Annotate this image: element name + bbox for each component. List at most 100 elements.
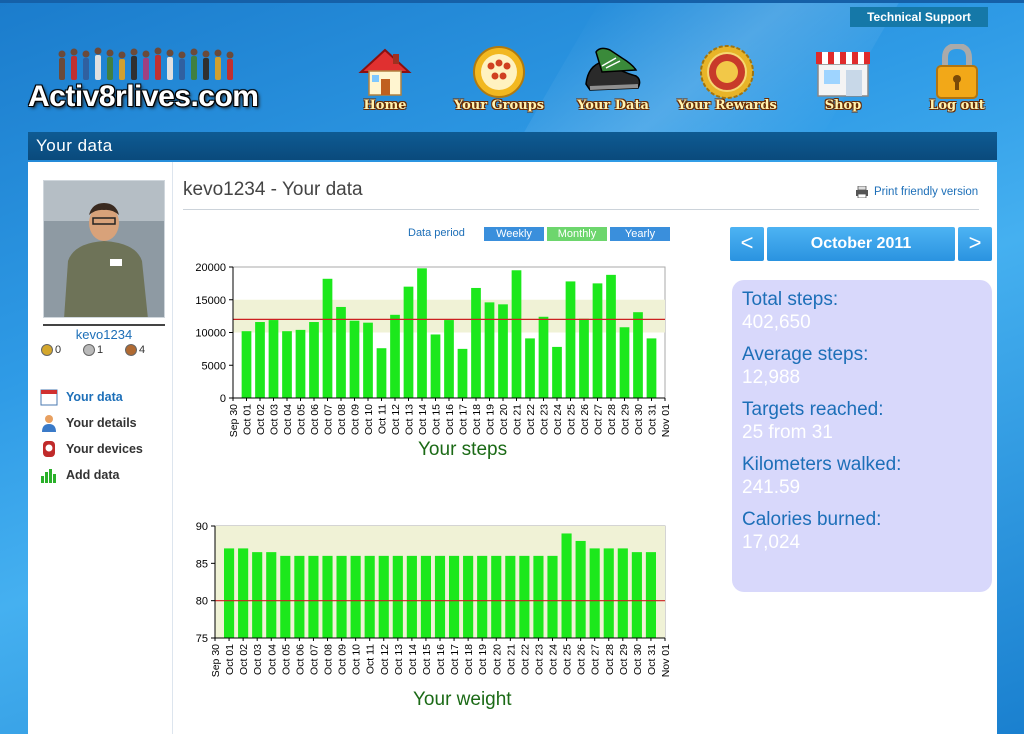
weight-x-tick-label: Oct 30 (632, 644, 644, 675)
steps-x-tick-label: Oct 13 (404, 404, 416, 435)
technical-support-button[interactable]: Technical Support (850, 7, 988, 27)
steps-bar (457, 348, 468, 398)
silver-medal-icon (83, 344, 95, 356)
stat-calories-burned: Calories burned: 17,024 (742, 509, 882, 553)
period-yearly-button[interactable]: Yearly (610, 227, 670, 241)
steps-bar (565, 281, 576, 398)
weight-x-tick-label: Oct 14 (407, 644, 419, 675)
steps-bar (619, 327, 630, 398)
steps-bar (444, 320, 454, 398)
weight-bar (378, 555, 389, 638)
steps-bar (309, 322, 319, 398)
nav-your-groups[interactable]: Your Groups (444, 44, 554, 116)
silver-medal-count: 1 (83, 344, 103, 356)
print-friendly-link[interactable]: Print friendly version (855, 186, 978, 198)
nav-log-out[interactable]: Log out (902, 44, 1012, 116)
weight-bar (294, 555, 305, 638)
steps-x-tick-label: Oct 25 (566, 404, 578, 435)
weight-chart-title: Your weight (413, 689, 512, 710)
steps-bar (633, 312, 643, 398)
weight-bar (406, 555, 417, 638)
weight-bar (603, 548, 614, 638)
steps-bar (268, 320, 279, 398)
weight-y-tick-label: 90 (196, 521, 208, 533)
steps-bar (349, 320, 360, 398)
weight-bar (547, 555, 558, 638)
people-crowd-icon (58, 47, 234, 80)
steps-x-tick-label: Oct 03 (269, 404, 281, 435)
weight-x-tick-label: Oct 27 (590, 644, 602, 675)
sidebar-item-your-devices[interactable]: Your devices (40, 436, 143, 462)
weight-x-tick-label: Oct 04 (266, 644, 278, 675)
next-month-button[interactable]: > (958, 227, 992, 261)
nav-shop[interactable]: Shop (788, 44, 898, 116)
prev-month-button[interactable]: < (730, 227, 764, 261)
period-weekly-button[interactable]: Weekly (484, 227, 544, 241)
steps-bar (511, 270, 522, 398)
month-navigator: < October 2011 > (730, 227, 993, 261)
gold-medal-icon (41, 344, 53, 356)
nav-your-rewards-label: Your Rewards (677, 98, 777, 113)
stats-summary: Total steps: 402,650 Average steps: 12,988… (732, 280, 992, 592)
site-logo[interactable]: Activ8rlives.com (28, 44, 318, 114)
steps-x-tick-label: Oct 20 (498, 404, 510, 435)
weight-x-tick-label: Oct 10 (351, 644, 363, 675)
weight-bar (420, 555, 431, 638)
sidebar-item-add-data[interactable]: Add data (40, 462, 143, 488)
main-content: kevo1234 - Your data Print friendly vers… (183, 162, 992, 734)
steps-x-tick-label: Oct 12 (390, 404, 402, 435)
steps-x-tick-label: Oct 15 (431, 404, 443, 435)
steps-bar (255, 322, 265, 398)
steps-x-tick-label: Oct 27 (593, 404, 605, 435)
nav-your-rewards[interactable]: Your Rewards (672, 44, 782, 116)
shop-icon (816, 52, 870, 97)
avatar (43, 180, 165, 318)
weight-x-tick-label: Oct 31 (646, 644, 658, 675)
steps-y-tick-label: 10000 (195, 328, 226, 340)
nav-your-data[interactable]: Your Data (558, 44, 668, 116)
sidebar-item-your-data[interactable]: Your data (40, 384, 143, 410)
weight-x-tick-label: Oct 19 (477, 644, 489, 675)
period-monthly-button[interactable]: Monthly (547, 227, 607, 241)
logo-text: Activ8rlives.com (28, 80, 259, 113)
steps-bar (484, 302, 495, 398)
top-border (0, 0, 1024, 3)
stat-average-steps: Average steps: 12,988 (742, 344, 869, 388)
username-link[interactable]: kevo1234 (43, 324, 165, 342)
steps-x-tick-label: Sep 30 (228, 404, 240, 437)
steps-bar (579, 318, 589, 398)
weight-bar (322, 555, 333, 638)
steps-x-tick-label: Oct 07 (323, 404, 335, 435)
steps-bar (525, 338, 535, 398)
section-title: Your data (28, 132, 997, 160)
nav-log-out-label: Log out (929, 98, 985, 113)
steps-chart-title: Your steps (418, 439, 508, 460)
weight-y-tick-label: 75 (196, 633, 208, 645)
weight-x-tick-label: Oct 23 (533, 644, 545, 675)
padlock-icon (936, 44, 978, 99)
steps-x-tick-label: Oct 30 (633, 404, 645, 435)
steps-x-tick-label: Oct 21 (512, 404, 524, 435)
weight-bar (224, 548, 235, 638)
weight-x-tick-label: Oct 29 (618, 644, 630, 675)
steps-x-tick-label: Oct 01 (242, 404, 254, 435)
sidebar-item-your-details[interactable]: Your details (40, 410, 143, 436)
steps-x-tick-label: Oct 22 (525, 404, 537, 435)
weight-bar (575, 540, 586, 638)
weight-bar (617, 548, 628, 638)
bronze-medal-icon (125, 344, 137, 356)
nav-home[interactable]: Home (330, 44, 440, 116)
steps-bar (390, 314, 400, 398)
weight-x-tick-label: Oct 20 (491, 644, 503, 675)
steps-x-tick-label: Oct 10 (363, 404, 375, 435)
steps-x-tick-label: Oct 17 (458, 404, 470, 435)
weight-bar (434, 555, 446, 638)
steps-bar (295, 329, 306, 398)
weight-bar (519, 555, 530, 638)
side-menu: Your data Your details Your devices Add … (40, 384, 143, 488)
device-icon (43, 441, 55, 457)
printer-icon (856, 186, 868, 198)
weight-x-tick-label: Oct 02 (238, 644, 250, 675)
